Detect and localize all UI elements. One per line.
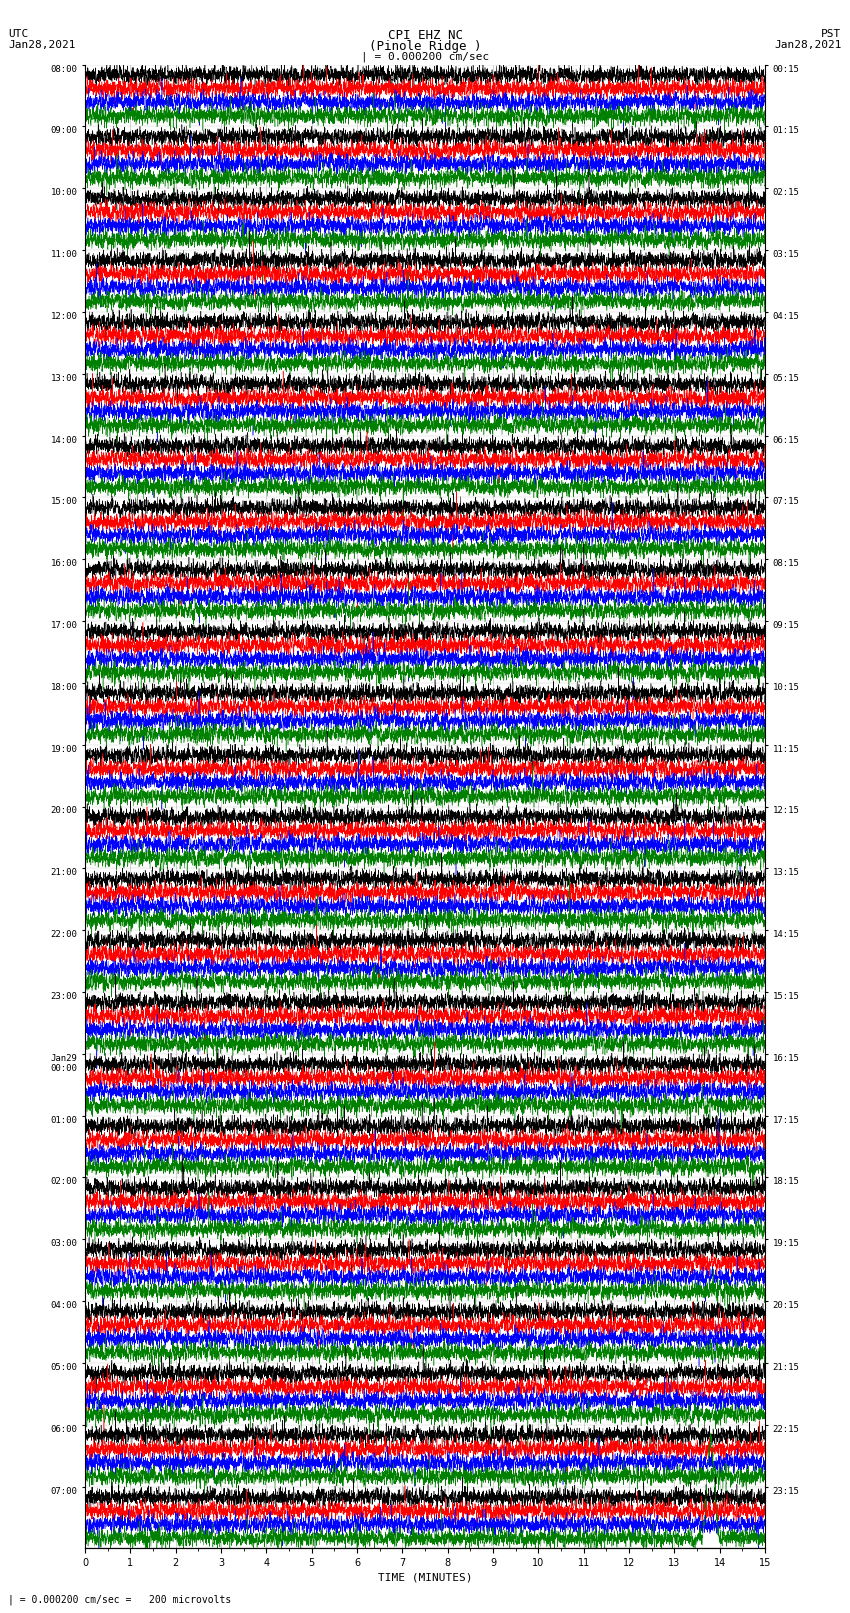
Text: Jan28,2021: Jan28,2021	[8, 40, 76, 50]
Text: (Pinole Ridge ): (Pinole Ridge )	[369, 40, 481, 53]
Text: PST: PST	[821, 29, 842, 39]
Text: Jan28,2021: Jan28,2021	[774, 40, 842, 50]
Text: CPI EHZ NC: CPI EHZ NC	[388, 29, 462, 42]
Text: | = 0.000200 cm/sec =   200 microvolts: | = 0.000200 cm/sec = 200 microvolts	[8, 1594, 232, 1605]
Text: UTC: UTC	[8, 29, 29, 39]
Text: | = 0.000200 cm/sec: | = 0.000200 cm/sec	[361, 52, 489, 63]
X-axis label: TIME (MINUTES): TIME (MINUTES)	[377, 1573, 473, 1582]
